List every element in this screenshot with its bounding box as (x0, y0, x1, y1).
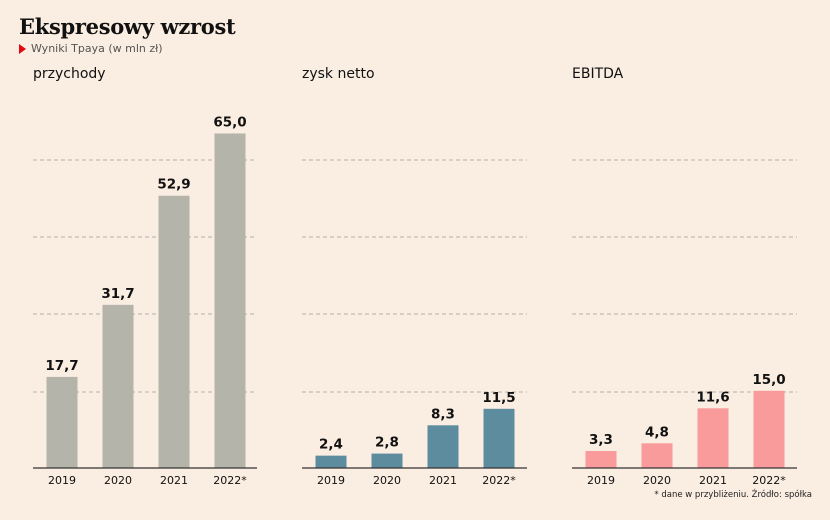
x-tick-label: 2022* (752, 474, 786, 487)
bar (371, 453, 403, 468)
value-label: 11,6 (696, 389, 729, 405)
bar (46, 376, 78, 468)
x-tick-label: 2020 (373, 474, 401, 487)
value-label: 11,5 (482, 390, 515, 406)
value-label: 31,7 (101, 286, 134, 302)
value-label: 2,4 (319, 437, 343, 453)
subtitle: Wyniki Tpaya (w mln zł) (19, 42, 163, 55)
footnote: * dane w przybliżeniu. Źródło: spółka (654, 490, 812, 500)
value-label: 17,7 (45, 358, 78, 374)
x-tick-label: 2022* (213, 474, 247, 487)
bar (641, 443, 673, 468)
bar (315, 455, 347, 468)
panel-title: przychody (33, 66, 106, 82)
x-tick-label: 2021 (160, 474, 188, 487)
bar (585, 451, 617, 468)
value-label: 8,3 (431, 406, 455, 422)
bar (158, 195, 190, 468)
bar (214, 133, 246, 468)
x-tick-label: 2019 (587, 474, 615, 487)
triangle-marker-icon (19, 43, 26, 54)
x-tick-label: 2020 (643, 474, 671, 487)
value-label: 2,8 (375, 435, 399, 451)
value-label: 15,0 (752, 372, 785, 388)
bar (753, 390, 785, 468)
x-tick-label: 2021 (699, 474, 727, 487)
panel-title: zysk netto (302, 66, 375, 82)
bar (102, 304, 134, 468)
page-title: Ekspresowy wzrost (19, 14, 236, 39)
bar (697, 408, 729, 468)
value-label: 65,0 (213, 114, 246, 130)
x-tick-label: 2022* (482, 474, 516, 487)
x-tick-label: 2021 (429, 474, 457, 487)
value-label: 4,8 (645, 424, 669, 440)
value-label: 3,3 (589, 432, 613, 448)
x-tick-label: 2019 (317, 474, 345, 487)
bar (427, 425, 459, 468)
x-tick-label: 2019 (48, 474, 76, 487)
subtitle-text: Wyniki Tpaya (w mln zł) (31, 42, 163, 55)
panel-title: EBITDA (572, 66, 624, 82)
x-tick-label: 2020 (104, 474, 132, 487)
bar (483, 408, 515, 468)
value-label: 52,9 (157, 177, 190, 193)
